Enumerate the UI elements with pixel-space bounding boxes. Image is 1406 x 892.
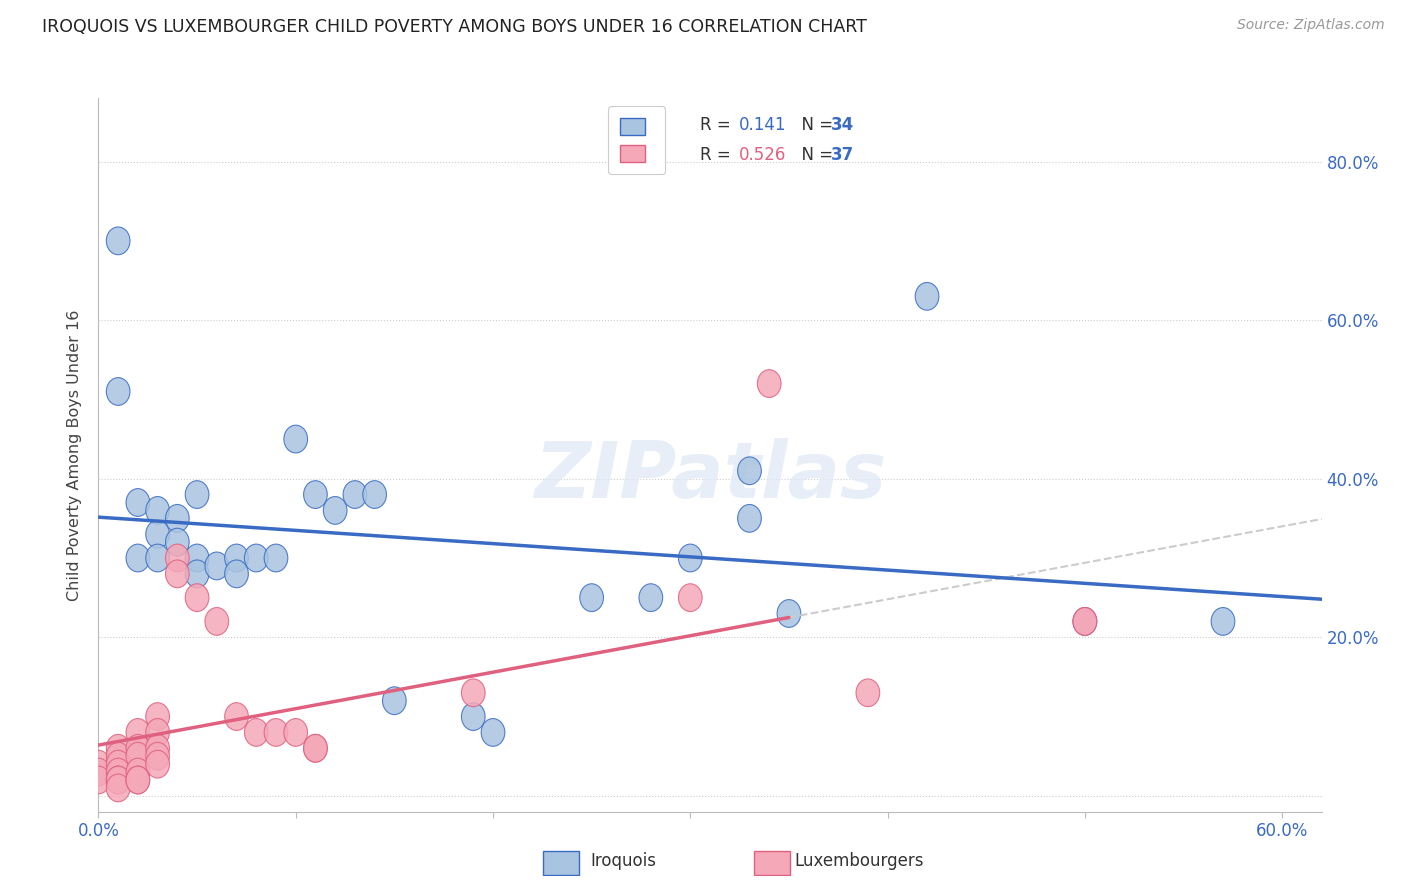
Ellipse shape xyxy=(284,425,308,453)
Text: 0.141: 0.141 xyxy=(740,117,786,135)
Ellipse shape xyxy=(264,719,288,747)
Ellipse shape xyxy=(107,742,129,770)
Ellipse shape xyxy=(225,560,249,588)
Ellipse shape xyxy=(107,758,129,786)
Text: R =: R = xyxy=(700,117,735,135)
Text: N =: N = xyxy=(792,146,838,164)
Ellipse shape xyxy=(166,505,190,533)
Text: R =: R = xyxy=(700,146,735,164)
Text: ZIPatlas: ZIPatlas xyxy=(534,438,886,515)
Ellipse shape xyxy=(284,719,308,747)
Ellipse shape xyxy=(738,505,761,533)
Ellipse shape xyxy=(146,520,170,548)
Ellipse shape xyxy=(127,758,149,786)
Ellipse shape xyxy=(481,719,505,747)
FancyBboxPatch shape xyxy=(754,851,790,874)
Ellipse shape xyxy=(186,481,209,508)
Ellipse shape xyxy=(127,544,149,572)
Ellipse shape xyxy=(166,560,190,588)
Ellipse shape xyxy=(107,227,129,255)
Ellipse shape xyxy=(264,544,288,572)
Ellipse shape xyxy=(363,481,387,508)
Legend: , : , xyxy=(609,106,665,175)
Ellipse shape xyxy=(127,734,149,762)
Ellipse shape xyxy=(87,750,110,778)
Ellipse shape xyxy=(166,544,190,572)
Text: Iroquois: Iroquois xyxy=(591,852,657,870)
Ellipse shape xyxy=(579,583,603,612)
Text: N =: N = xyxy=(792,117,838,135)
Ellipse shape xyxy=(758,369,782,398)
Ellipse shape xyxy=(127,742,149,770)
FancyBboxPatch shape xyxy=(543,851,579,874)
Ellipse shape xyxy=(1073,607,1097,635)
Ellipse shape xyxy=(186,560,209,588)
Text: Source: ZipAtlas.com: Source: ZipAtlas.com xyxy=(1237,18,1385,32)
Ellipse shape xyxy=(461,679,485,706)
Ellipse shape xyxy=(107,750,129,778)
Ellipse shape xyxy=(205,552,229,580)
Ellipse shape xyxy=(186,583,209,612)
Ellipse shape xyxy=(146,734,170,762)
Ellipse shape xyxy=(107,766,129,794)
Ellipse shape xyxy=(205,607,229,635)
Ellipse shape xyxy=(778,599,801,627)
Ellipse shape xyxy=(146,497,170,524)
Ellipse shape xyxy=(127,719,149,747)
Ellipse shape xyxy=(461,703,485,731)
Ellipse shape xyxy=(146,719,170,747)
Text: Luxembourgers: Luxembourgers xyxy=(794,852,924,870)
Ellipse shape xyxy=(225,703,249,731)
Ellipse shape xyxy=(638,583,662,612)
Ellipse shape xyxy=(1211,607,1234,635)
Ellipse shape xyxy=(107,774,129,802)
Text: IROQUOIS VS LUXEMBOURGER CHILD POVERTY AMONG BOYS UNDER 16 CORRELATION CHART: IROQUOIS VS LUXEMBOURGER CHILD POVERTY A… xyxy=(42,18,868,36)
Text: 37: 37 xyxy=(831,146,853,164)
Ellipse shape xyxy=(186,544,209,572)
Ellipse shape xyxy=(679,583,702,612)
Ellipse shape xyxy=(146,742,170,770)
Text: 0.526: 0.526 xyxy=(740,146,786,164)
Ellipse shape xyxy=(679,544,702,572)
Ellipse shape xyxy=(127,489,149,516)
Ellipse shape xyxy=(245,719,269,747)
Ellipse shape xyxy=(304,734,328,762)
Ellipse shape xyxy=(146,750,170,778)
Ellipse shape xyxy=(245,544,269,572)
Ellipse shape xyxy=(1073,607,1097,635)
Ellipse shape xyxy=(87,758,110,786)
Ellipse shape xyxy=(1073,607,1097,635)
Ellipse shape xyxy=(107,766,129,794)
Ellipse shape xyxy=(87,766,110,794)
Ellipse shape xyxy=(166,528,190,556)
Ellipse shape xyxy=(323,497,347,524)
Ellipse shape xyxy=(343,481,367,508)
Ellipse shape xyxy=(382,687,406,714)
Ellipse shape xyxy=(107,734,129,762)
Ellipse shape xyxy=(146,703,170,731)
Ellipse shape xyxy=(738,457,761,484)
Ellipse shape xyxy=(127,766,149,794)
Ellipse shape xyxy=(127,766,149,794)
Text: 34: 34 xyxy=(831,117,853,135)
Ellipse shape xyxy=(107,377,129,405)
Ellipse shape xyxy=(304,481,328,508)
Ellipse shape xyxy=(856,679,880,706)
Ellipse shape xyxy=(146,544,170,572)
Y-axis label: Child Poverty Among Boys Under 16: Child Poverty Among Boys Under 16 xyxy=(67,310,83,600)
Ellipse shape xyxy=(915,283,939,310)
Ellipse shape xyxy=(225,544,249,572)
Ellipse shape xyxy=(304,734,328,762)
